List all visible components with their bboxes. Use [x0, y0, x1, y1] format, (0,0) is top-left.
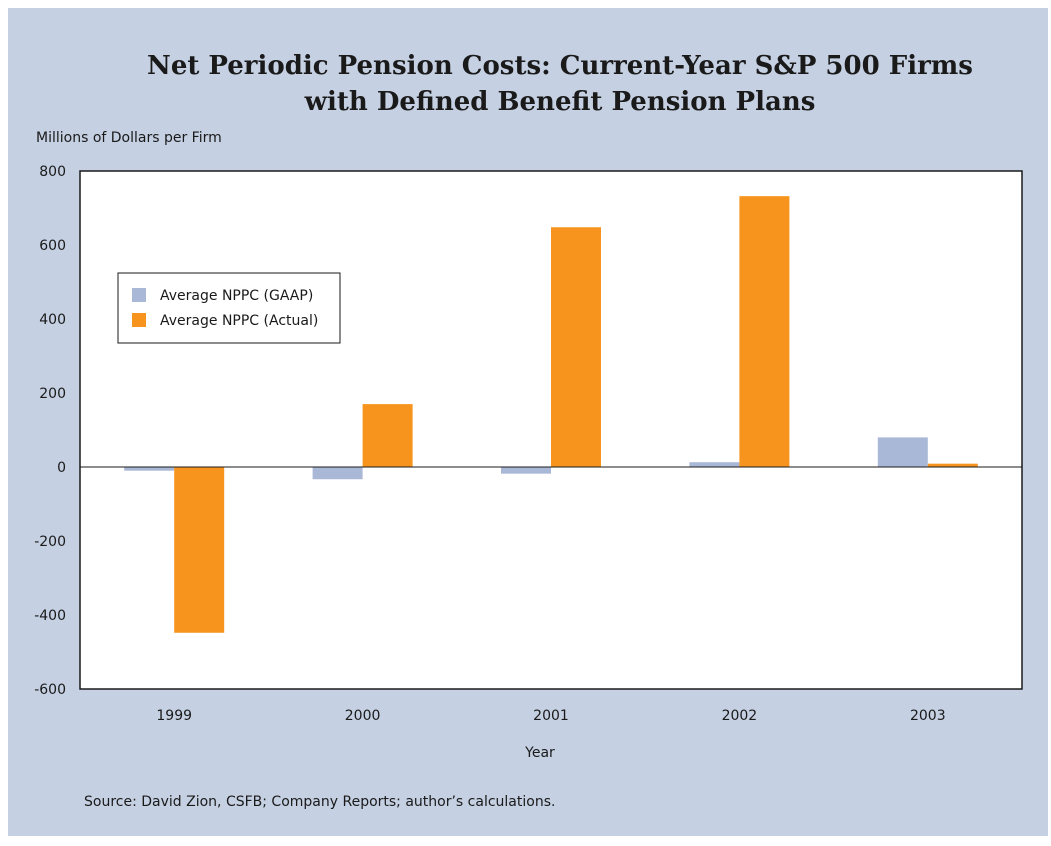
x-tick-label: 1999: [156, 708, 192, 724]
legend-swatch-actual: [132, 313, 146, 327]
y-axis-label: Millions of Dollars per Firm: [36, 130, 222, 146]
source-note: Source: David Zion, CSFB; Company Report…: [84, 794, 556, 810]
y-tick-label: 600: [39, 238, 66, 254]
bar-gaap-2002: [689, 462, 740, 467]
y-tick-label: -200: [34, 534, 66, 550]
legend-label-actual: Average NPPC (Actual): [160, 313, 318, 329]
bar-gaap-1999: [124, 467, 175, 471]
y-tick-label: 0: [57, 460, 66, 476]
y-tick-label: 800: [39, 164, 66, 180]
bar-actual-2000: [362, 404, 413, 467]
x-tick-label: 2000: [345, 708, 381, 724]
bar-gaap-2003: [877, 437, 928, 467]
legend-swatch-gaap: [132, 288, 146, 302]
chart-title: Net Periodic Pension Costs: Current-Year…: [0, 48, 1051, 120]
y-tick-label: -400: [34, 608, 66, 624]
bar-actual-2003: [927, 463, 978, 467]
bar-actual-2002: [739, 196, 790, 467]
bar-actual-2001: [551, 227, 601, 467]
legend-box: [117, 272, 341, 344]
y-tick-label: 200: [39, 386, 66, 402]
legend-label-gaap: Average NPPC (GAAP): [160, 288, 313, 304]
legend: Average NPPC (GAAP) Average NPPC (Actual…: [117, 272, 341, 344]
x-tick-label: 2001: [533, 708, 569, 724]
bar-gaap-2001: [501, 467, 551, 474]
x-tick-label: 2003: [910, 708, 946, 724]
x-axis-ticks: 1999 2000 2001 2002 2003: [156, 708, 945, 724]
x-axis-label: Year: [525, 745, 555, 761]
y-axis-ticks: 800 600 400 200 0 -200 -400 -600: [34, 164, 66, 698]
bar-actual-1999: [174, 467, 225, 633]
bar-gaap-2000: [312, 467, 363, 480]
chart-title-line-2: with Defined Benefit Pension Plans: [304, 87, 816, 117]
chart-title-line-1: Net Periodic Pension Costs: Current-Year…: [147, 51, 973, 81]
y-tick-label: -600: [34, 682, 66, 698]
bars-group: [124, 196, 978, 633]
y-tick-label: 400: [39, 312, 66, 328]
x-tick-label: 2002: [722, 708, 758, 724]
